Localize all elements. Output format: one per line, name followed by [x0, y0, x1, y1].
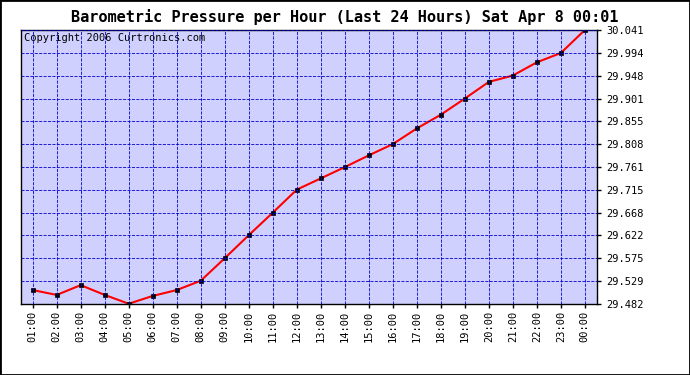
Text: Copyright 2006 Curtronics.com: Copyright 2006 Curtronics.com	[23, 33, 205, 43]
Text: Barometric Pressure per Hour (Last 24 Hours) Sat Apr 8 00:01: Barometric Pressure per Hour (Last 24 Ho…	[71, 9, 619, 26]
